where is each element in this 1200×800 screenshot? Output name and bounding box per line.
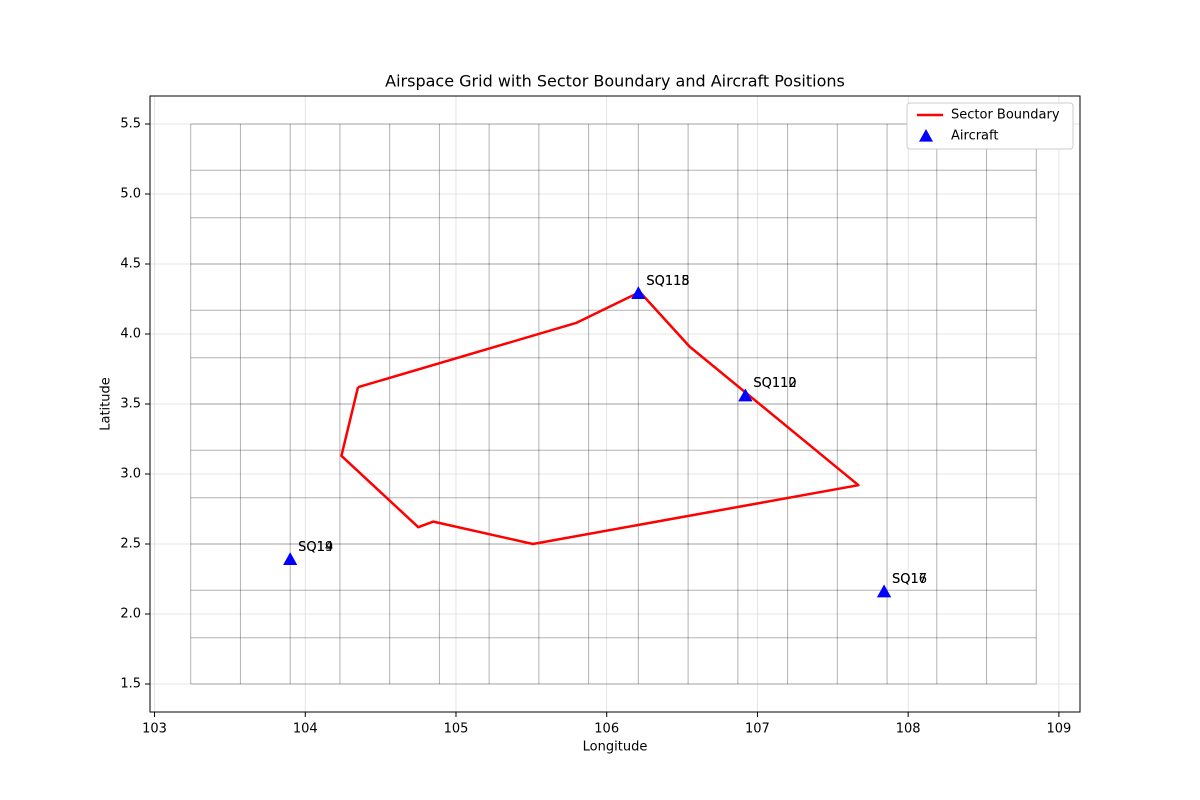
y-tick-label: 4.5 [120, 257, 141, 272]
x-tick-label: 109 [1046, 722, 1071, 737]
aircraft-label: SQ112 [753, 376, 796, 391]
aircraft-marker [631, 286, 646, 299]
aircraft-marker [738, 388, 753, 402]
aircraft-marker [283, 552, 298, 565]
x-tick-label: 105 [444, 722, 469, 737]
x-tick-label: 106 [594, 722, 619, 737]
aircraft-marker [877, 584, 892, 598]
legend-marker [919, 129, 933, 142]
x-tick-label: 107 [745, 722, 770, 737]
legend-label: Sector Boundary [951, 108, 1060, 123]
x-axis-label: Longitude [583, 740, 648, 755]
y-axis-label: Latitude [99, 377, 114, 431]
legend-label: Aircraft [951, 129, 998, 144]
legend-box [906, 102, 1074, 150]
y-tick-label: 3.5 [120, 397, 141, 412]
chart-title: Airspace Grid with Sector Boundary and A… [385, 72, 845, 91]
y-tick-label: 5.0 [120, 187, 141, 202]
y-tick-label: 1.5 [120, 677, 141, 692]
aircraft-label: SQ14 [298, 540, 333, 555]
sector-boundary [340, 290, 860, 546]
x-tick-label: 108 [896, 722, 921, 737]
axes-frame [149, 95, 1081, 713]
y-tick-label: 2.5 [120, 537, 141, 552]
aircraft-label: SQ16 [892, 572, 927, 587]
y-tick-label: 4.0 [120, 327, 141, 342]
aircraft-label: SQ115 [646, 274, 689, 289]
aircraft-label: SQ118 [646, 274, 689, 289]
y-tick-label: 2.0 [120, 607, 141, 622]
aircraft-label: SQ17 [892, 572, 927, 587]
x-tick-label: 104 [293, 722, 318, 737]
y-tick-label: 5.5 [120, 117, 141, 132]
aircraft-label: SQ19 [298, 540, 333, 555]
aircraft-label: SQ110 [753, 376, 796, 391]
y-tick-label: 3.0 [120, 467, 141, 482]
x-tick-label: 103 [142, 722, 167, 737]
